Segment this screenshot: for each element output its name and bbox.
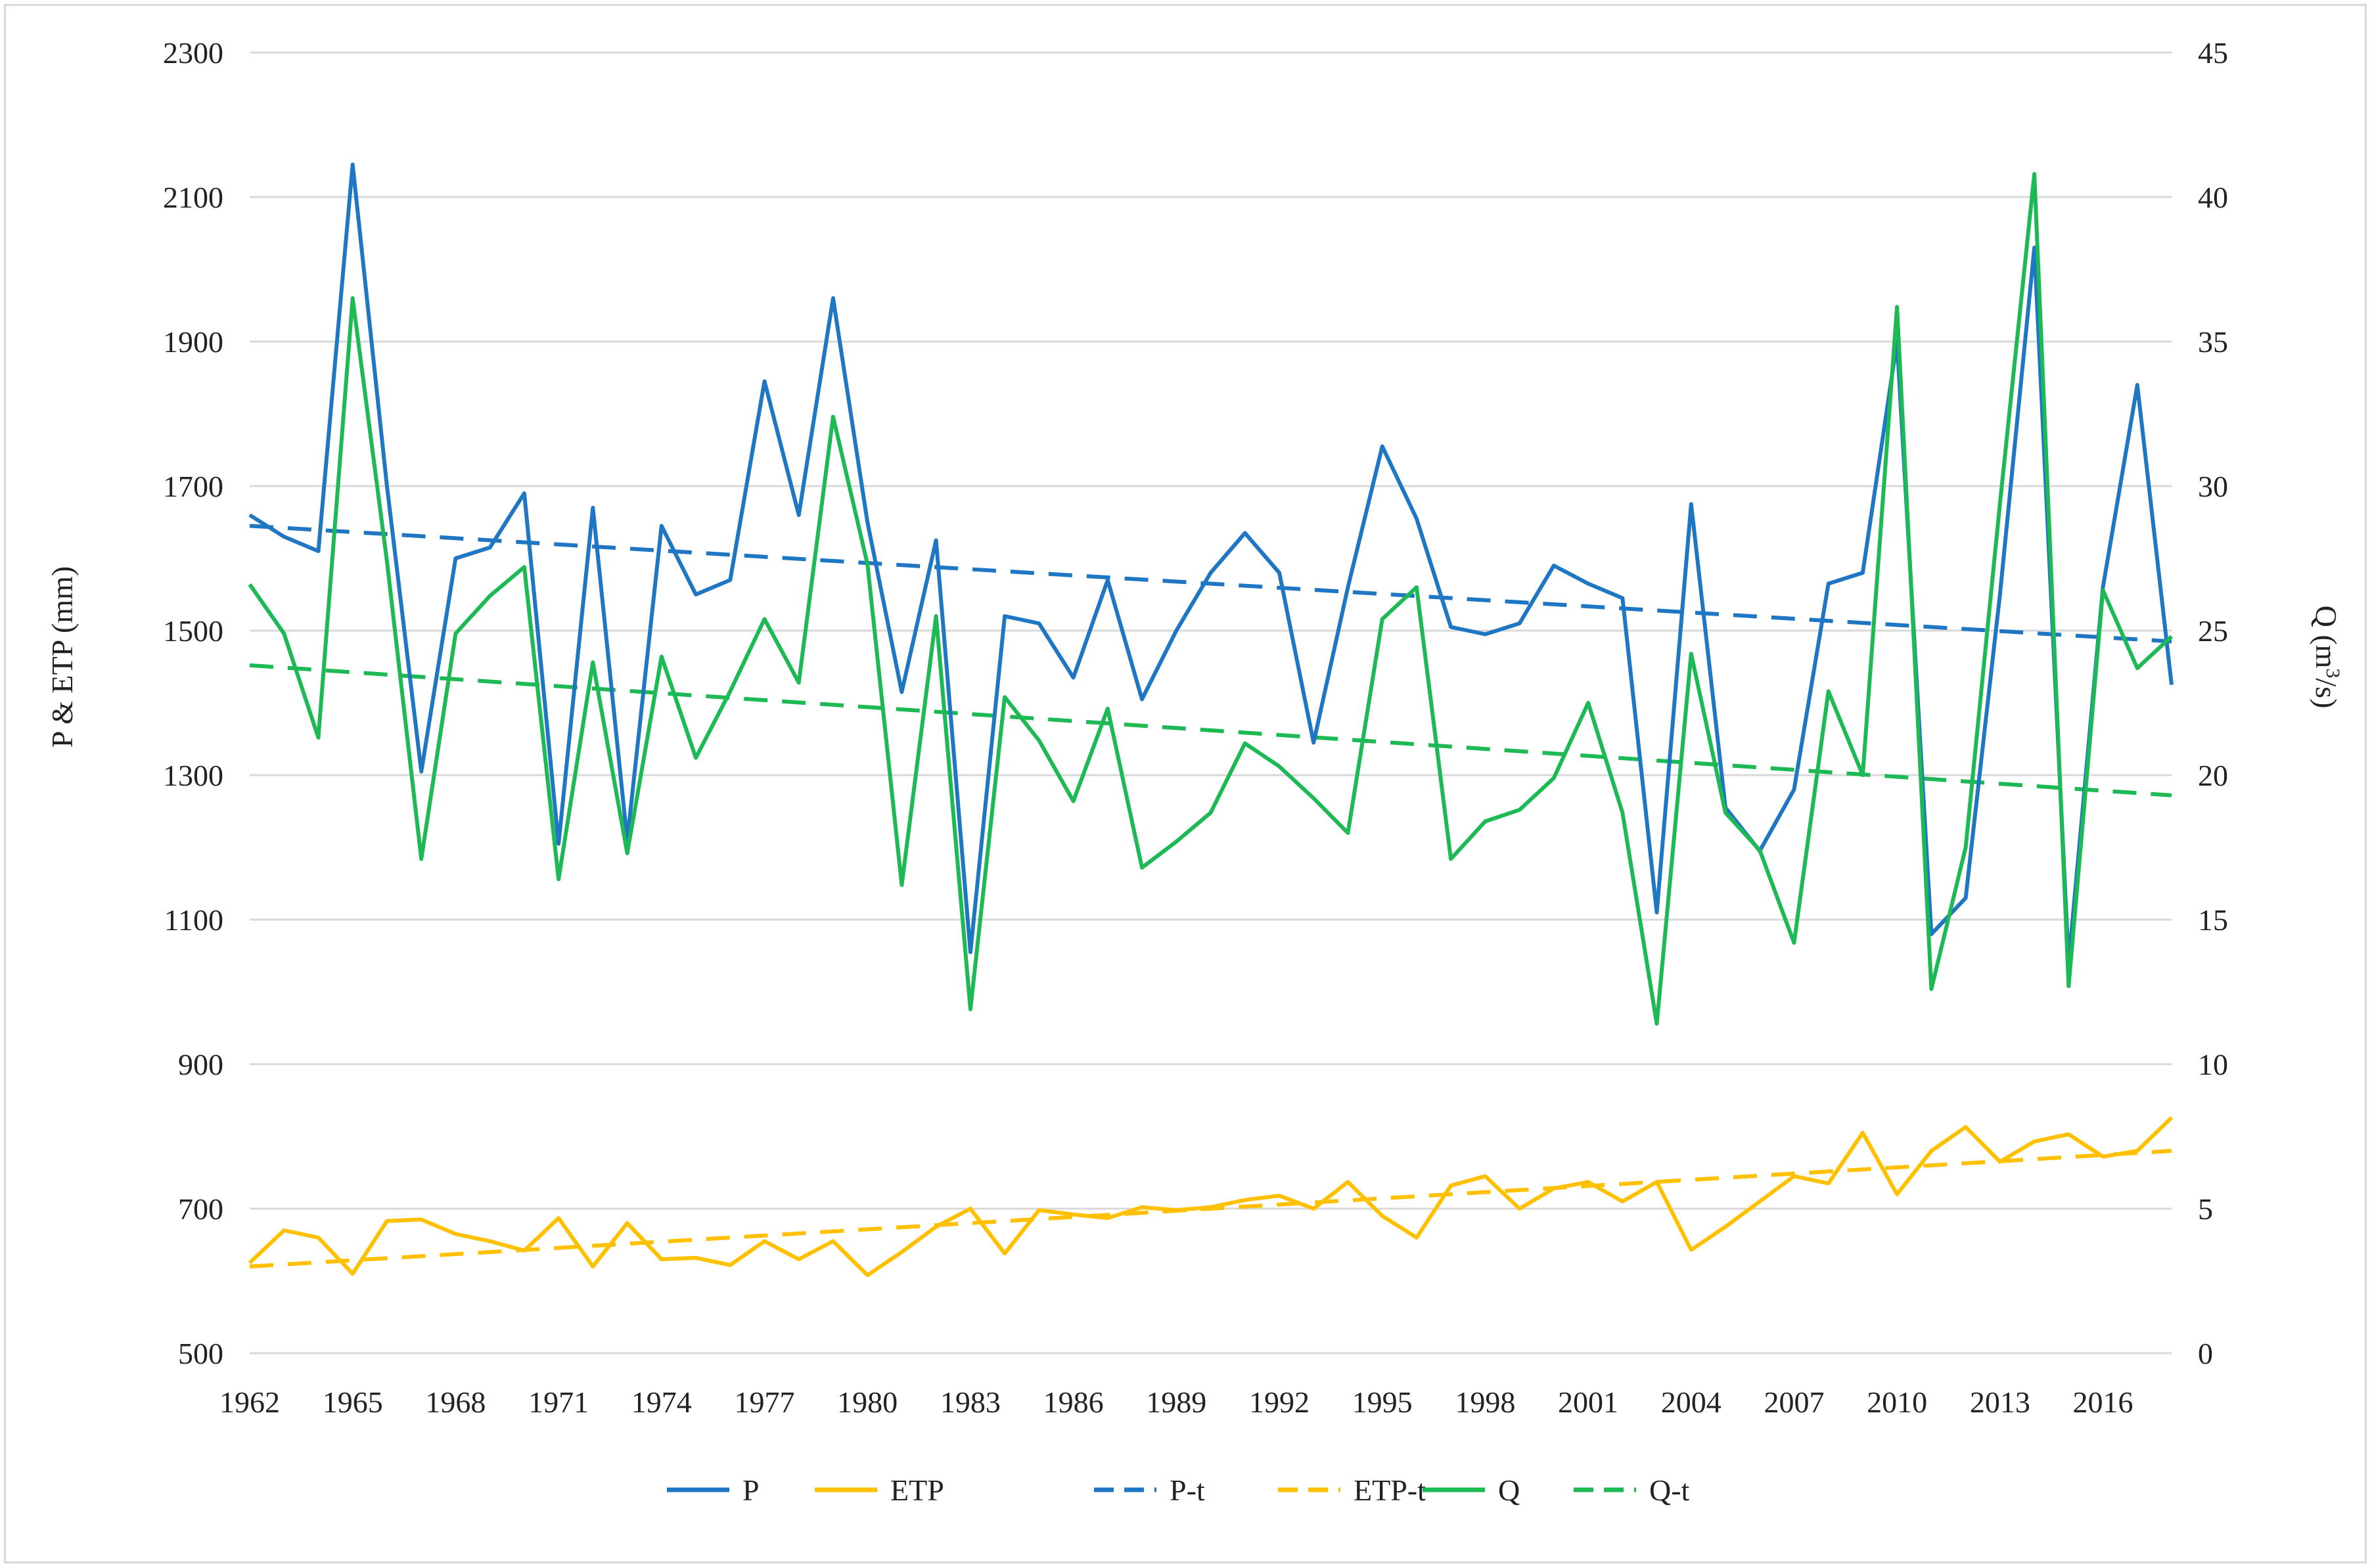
x-tick-label: 1968 <box>425 1385 486 1419</box>
left-tick-label: 700 <box>178 1192 223 1226</box>
left-tick-label: 2100 <box>163 181 223 214</box>
right-tick-label: 15 <box>2198 903 2228 937</box>
x-tick-label: 2016 <box>2073 1385 2133 1419</box>
x-tick-label: 1971 <box>528 1385 589 1419</box>
series-line-q-t <box>249 663 2172 797</box>
x-axis: 1962 1965 1968 1971 1974 1977 1980 1983 1986 1989… <box>219 1385 2133 1419</box>
legend-item-etp: ETP <box>815 1473 944 1507</box>
right-tick-label: 10 <box>2198 1048 2228 1081</box>
legend-label: ETP <box>890 1473 944 1507</box>
right-tick-label: 20 <box>2198 759 2228 792</box>
left-tick-label: 500 <box>178 1337 223 1370</box>
legend-item-p: P <box>667 1473 760 1507</box>
legend: P ETP P-t ETP-t Q Q-t <box>667 1473 1690 1507</box>
legend-label: P-t <box>1170 1473 1205 1507</box>
left-tick-label: 1700 <box>163 470 223 503</box>
x-tick-label: 1989 <box>1146 1385 1206 1419</box>
right-tick-label: 25 <box>2198 614 2228 648</box>
x-tick-label: 1983 <box>940 1385 1001 1419</box>
legend-item-p-t: P-t <box>1094 1473 1205 1507</box>
legend-label: P <box>742 1473 760 1507</box>
x-tick-label: 1986 <box>1043 1385 1104 1419</box>
legend-label: Q <box>1498 1473 1520 1507</box>
left-tick-label: 1500 <box>163 614 223 648</box>
left-tick-label: 1900 <box>163 325 223 359</box>
right-tick-label: 40 <box>2198 181 2228 214</box>
left-tick-label: 900 <box>178 1048 223 1081</box>
right-axis-title-prefix: Q (m <box>2310 606 2343 669</box>
right-axis-title: Q (m3/s) <box>2310 606 2344 709</box>
x-tick-label: 1965 <box>323 1385 383 1419</box>
x-tick-label: 2007 <box>1764 1385 1824 1419</box>
x-tick-label: 1980 <box>837 1385 898 1419</box>
left-y-axis: 500 700 900 1100 1300 1500 1700 1900 2100 2300 <box>163 36 223 1370</box>
legend-item-etp-t: ETP-t <box>1278 1473 1426 1507</box>
x-tick-label: 2013 <box>1970 1385 2030 1419</box>
left-tick-label: 2300 <box>163 36 223 70</box>
legend-label: Q-t <box>1649 1473 1690 1507</box>
x-tick-label: 1977 <box>734 1385 794 1419</box>
right-tick-label: 45 <box>2198 36 2228 70</box>
right-tick-label: 35 <box>2198 325 2228 359</box>
right-axis-title-suffix: /s) <box>2310 678 2343 708</box>
right-y-axis: 0 5 10 15 20 25 30 35 40 45 <box>2198 36 2228 1370</box>
x-tick-label: 2001 <box>1558 1385 1618 1419</box>
series-line-q <box>248 171 2174 1026</box>
x-tick-label: 1998 <box>1455 1385 1515 1419</box>
right-tick-label: 30 <box>2198 470 2228 503</box>
x-tick-label: 2010 <box>1867 1385 1927 1419</box>
left-tick-label: 1100 <box>164 903 223 937</box>
gridlines <box>250 51 2172 1355</box>
x-tick-label: 2004 <box>1661 1385 1722 1419</box>
series-line-etp <box>248 1116 2174 1278</box>
right-tick-label: 0 <box>2198 1337 2213 1370</box>
x-tick-label: 1995 <box>1352 1385 1413 1419</box>
series-line-p-t <box>249 524 2172 644</box>
legend-item-q: Q <box>1423 1473 1520 1507</box>
series-lines <box>248 162 2174 1278</box>
right-tick-label: 5 <box>2198 1192 2213 1226</box>
x-tick-label: 1992 <box>1249 1385 1310 1419</box>
left-tick-label: 1300 <box>163 759 223 792</box>
x-tick-label: 1962 <box>219 1385 280 1419</box>
legend-label: ETP-t <box>1354 1473 1426 1507</box>
right-axis-title-superscript: 3 <box>2323 668 2344 678</box>
legend-item-q-t: Q-t <box>1574 1473 1690 1507</box>
x-tick-label: 1974 <box>631 1385 692 1419</box>
left-axis-title: P & ETP (mm) <box>45 566 79 748</box>
series-line-p <box>248 162 2174 965</box>
